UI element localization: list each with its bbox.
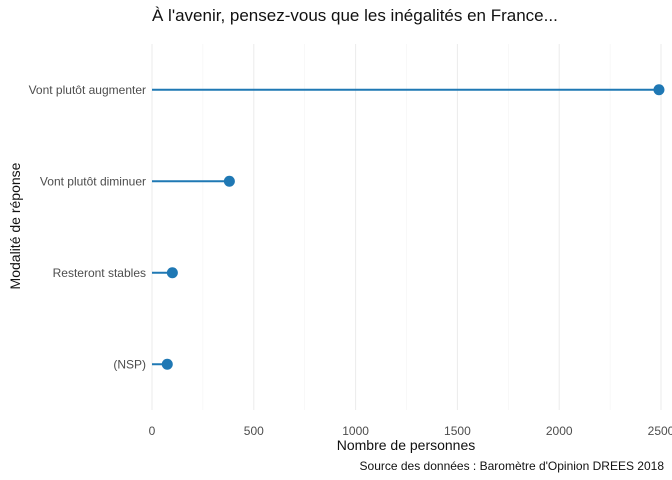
x-tick-label: 2500 (648, 424, 672, 438)
x-tick-label: 500 (244, 424, 264, 438)
gridlines (151, 44, 662, 410)
lollipop-point (223, 175, 235, 187)
chart-title: À l'avenir, pensez-vous que les inégalit… (152, 6, 558, 25)
y-tick-label: Vont plutôt diminuer (40, 174, 146, 188)
lollipop-marks (152, 84, 665, 370)
x-tick-label: 1000 (342, 424, 369, 438)
y-tick-label: Resteront stables (53, 266, 146, 280)
y-axis-title: Modalité de réponse (7, 162, 23, 289)
y-tick-label: Vont plutôt augmenter (29, 83, 146, 97)
x-tick-label: 2000 (546, 424, 573, 438)
x-axis-ticks: 0 500 1000 1500 2000 2500 (149, 424, 672, 438)
lollipop-point (166, 267, 178, 279)
x-tick-label: 1500 (444, 424, 471, 438)
lollipop-point (653, 84, 665, 96)
x-axis-title: Nombre de personnes (337, 437, 476, 453)
chart-caption: Source des données : Baromètre d'Opinion… (359, 459, 664, 473)
y-tick-label: (NSP) (113, 357, 146, 371)
lollipop-point (161, 358, 173, 370)
y-axis-ticks: Vont plutôt augmenter Vont plutôt diminue… (29, 83, 146, 372)
x-tick-label: 0 (149, 424, 156, 438)
